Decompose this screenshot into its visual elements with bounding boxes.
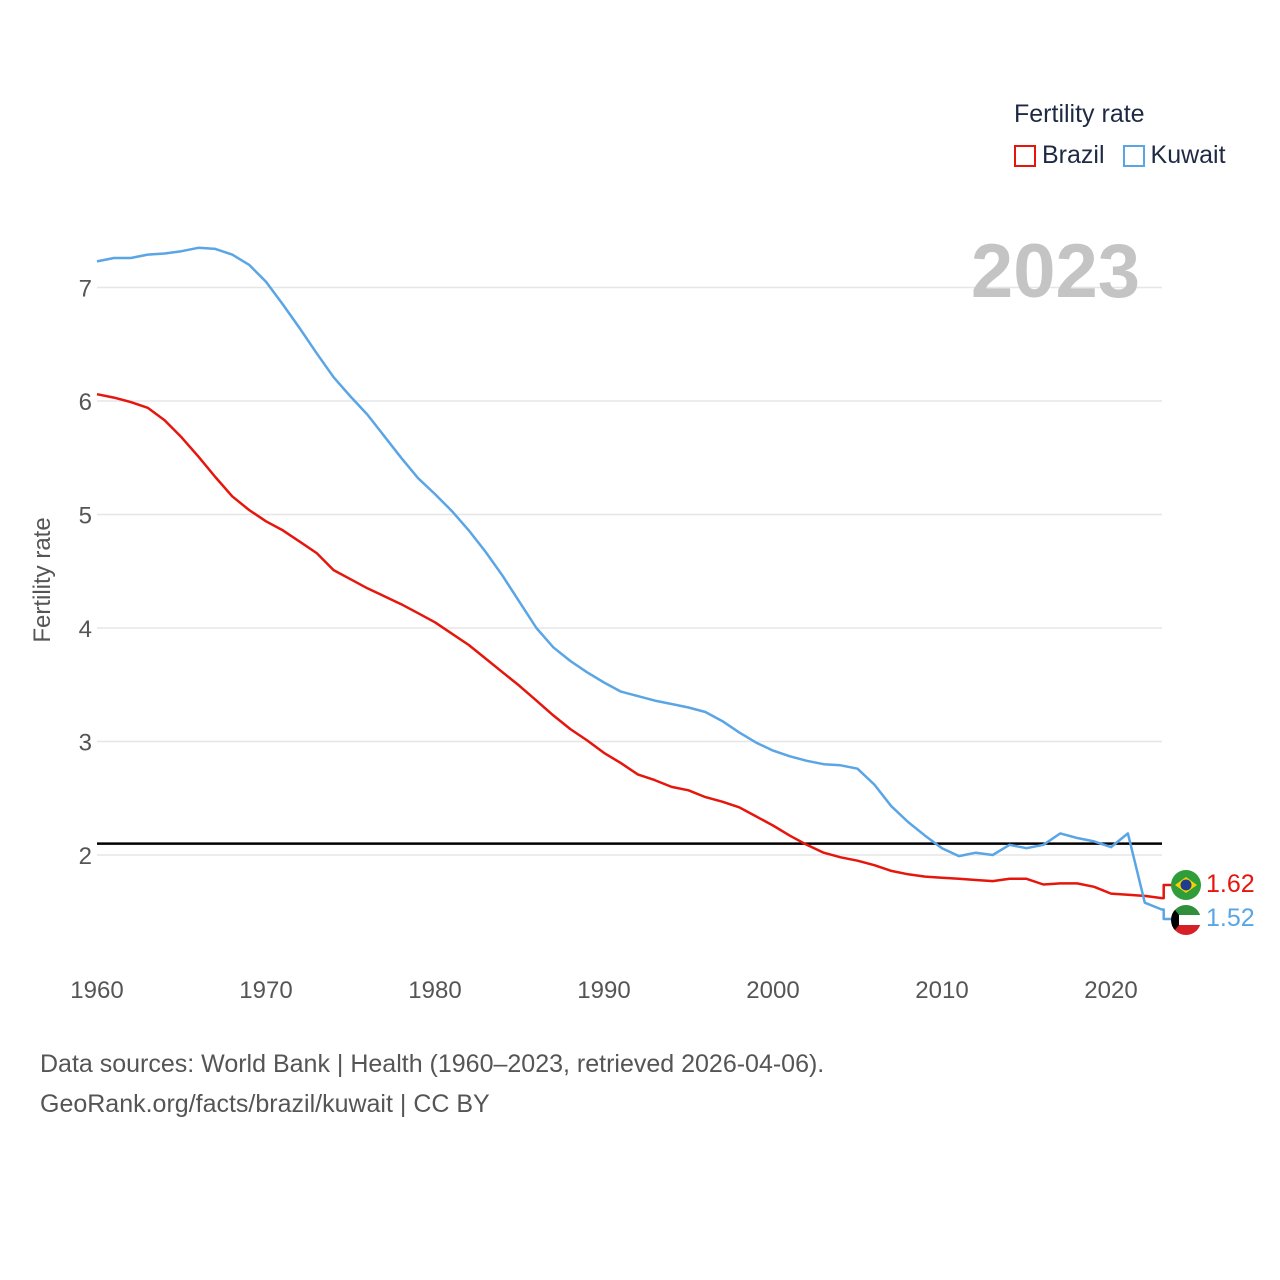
x-tick-label-1960: 1960 (70, 977, 123, 1004)
legend-item-kuwait[interactable]: Kuwait (1122, 141, 1226, 170)
x-tick-label-1990: 1990 (577, 977, 630, 1004)
legend: Fertility rate Brazil Kuwait (1014, 100, 1226, 170)
x-axis-ticks: 1960 1970 1980 1990 2000 2010 2020 (70, 977, 1137, 1004)
y-tick-label-7: 7 (79, 276, 92, 303)
x-tick-label-2020: 2020 (1084, 977, 1137, 1004)
current-year-label: 2023 (970, 229, 1140, 314)
y-tick-label-2: 2 (79, 843, 92, 870)
legend-swatch-brazil (1014, 144, 1036, 167)
brazil-end-value: 1.62 (1206, 870, 1255, 898)
legend-swatch-kuwait (1122, 144, 1145, 167)
end-markers (1171, 870, 1201, 935)
brazil-flag-icon (1171, 870, 1201, 900)
credit-text: GeoRank.org/facts/brazil/kuwait | CC BY (40, 1090, 490, 1118)
legend-title: Fertility rate (1014, 100, 1145, 128)
y-tick-label-6: 6 (79, 389, 92, 416)
series-lines (96, 246, 1172, 921)
x-tick-label-2010: 2010 (915, 977, 968, 1004)
y-tick-label-5: 5 (79, 503, 92, 530)
brazil-flag-globe (1180, 879, 1192, 891)
x-tick-label-1970: 1970 (239, 977, 292, 1004)
kuwait-end-value: 1.52 (1206, 904, 1255, 932)
y-axis-label: Fertility rate (29, 517, 56, 642)
kuwait-flag-red (1171, 925, 1201, 935)
kuwait-flag-icon (1171, 905, 1201, 935)
y-axis-ticks: 2 3 4 5 6 7 (79, 276, 92, 871)
legend-label-kuwait: Kuwait (1150, 141, 1226, 169)
series-line-brazil (96, 392, 1172, 900)
legend-label-brazil: Brazil (1042, 141, 1105, 169)
series-line-kuwait (96, 246, 1172, 921)
y-tick-label-3: 3 (79, 730, 92, 757)
legend-item-brazil[interactable]: Brazil (1014, 141, 1105, 170)
x-tick-label-1980: 1980 (408, 977, 461, 1004)
data-sources-text: Data sources: World Bank | Health (1960–… (40, 1050, 825, 1078)
footer: Data sources: World Bank | Health (1960–… (40, 1044, 824, 1124)
x-tick-label-2000: 2000 (746, 977, 799, 1004)
kuwait-flag-white (1171, 915, 1201, 925)
kuwait-flag-green (1171, 905, 1201, 915)
y-tick-label-4: 4 (79, 616, 92, 643)
